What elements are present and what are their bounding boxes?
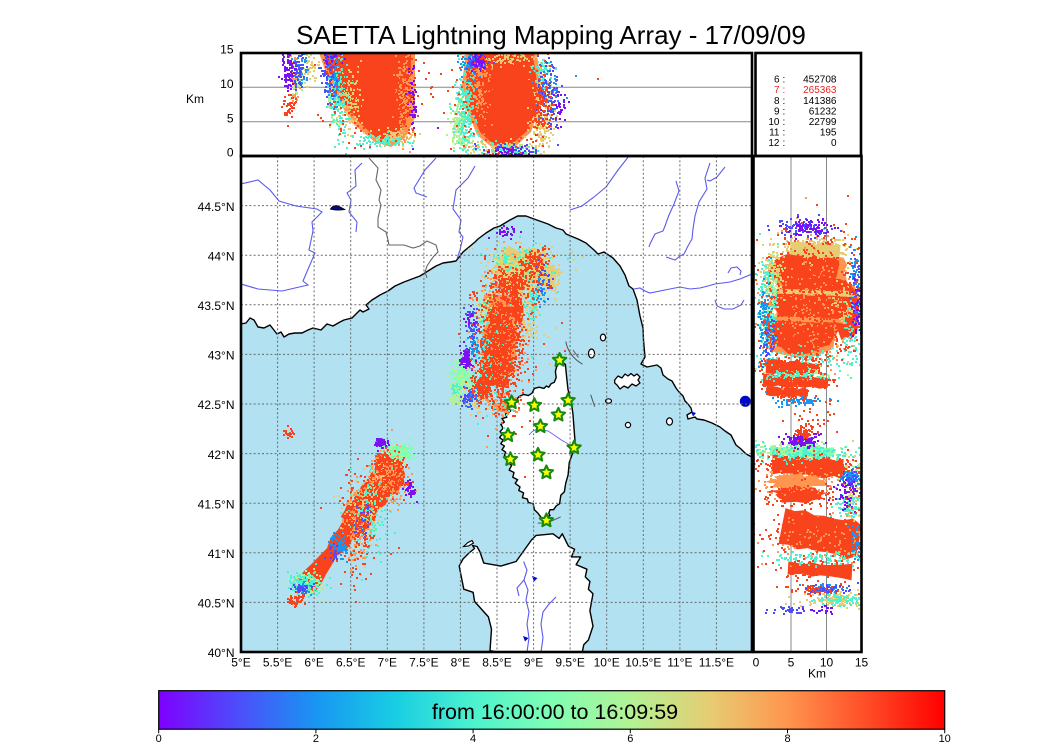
svg-text:10: 10	[220, 77, 234, 91]
svg-text:5.5°E: 5.5°E	[263, 656, 292, 670]
svg-text:10: 10	[939, 733, 951, 745]
svg-text:11°E: 11°E	[667, 656, 692, 670]
svg-text:22799: 22799	[809, 117, 837, 128]
svg-text:Km: Km	[186, 92, 204, 106]
svg-text:41°N: 41°N	[208, 547, 235, 561]
svg-text:0: 0	[227, 146, 234, 160]
svg-text:42.5°N: 42.5°N	[198, 398, 235, 412]
svg-text:44.5°N: 44.5°N	[198, 200, 235, 214]
svg-text:40°N: 40°N	[208, 646, 235, 660]
svg-text:10: 10	[768, 117, 780, 128]
svg-text:15: 15	[220, 43, 234, 57]
svg-text:195: 195	[820, 127, 837, 138]
svg-text:6.5°E: 6.5°E	[336, 656, 365, 670]
svg-text:0: 0	[753, 656, 760, 670]
svg-text:10°E: 10°E	[594, 656, 620, 670]
svg-text:8: 8	[784, 733, 790, 745]
svg-text::: :	[783, 117, 786, 128]
svg-text:10.5°E: 10.5°E	[625, 656, 661, 670]
svg-text:8: 8	[774, 96, 780, 107]
svg-text::: :	[783, 96, 786, 107]
svg-text::: :	[783, 127, 786, 138]
svg-text:43°N: 43°N	[208, 349, 235, 363]
svg-text:11: 11	[769, 127, 780, 138]
svg-text:8.5°E: 8.5°E	[482, 656, 511, 670]
svg-text:44°N: 44°N	[208, 249, 235, 263]
svg-text:12: 12	[768, 138, 780, 149]
svg-text:4: 4	[470, 733, 476, 745]
svg-text:6°E: 6°E	[304, 656, 323, 670]
svg-text:452708: 452708	[803, 75, 837, 86]
svg-text:SAETTA Lightning Mapping Array: SAETTA Lightning Mapping Array - 17/09/0…	[296, 20, 806, 50]
svg-text::: :	[783, 107, 786, 118]
svg-text:10: 10	[820, 656, 834, 670]
svg-text:5: 5	[788, 656, 795, 670]
svg-text:61232: 61232	[809, 107, 837, 118]
svg-text:5: 5	[227, 111, 234, 125]
svg-text:41.5°N: 41.5°N	[198, 497, 235, 511]
svg-text:9°E: 9°E	[524, 656, 543, 670]
svg-text::: :	[783, 75, 786, 86]
svg-text:141386: 141386	[803, 96, 837, 107]
svg-text:265363: 265363	[803, 85, 837, 96]
svg-text:9.5°E: 9.5°E	[555, 656, 584, 670]
svg-text:6: 6	[774, 75, 780, 86]
svg-text:15: 15	[855, 656, 869, 670]
svg-text:40.5°N: 40.5°N	[198, 597, 235, 611]
svg-text:7°E: 7°E	[378, 656, 397, 670]
svg-text:5°E: 5°E	[231, 656, 250, 670]
svg-text:42°N: 42°N	[208, 448, 235, 462]
svg-text:8°E: 8°E	[451, 656, 470, 670]
svg-text:7.5°E: 7.5°E	[409, 656, 438, 670]
svg-text:2: 2	[313, 733, 319, 745]
svg-text:0: 0	[831, 138, 837, 149]
svg-text::: :	[783, 85, 786, 96]
svg-text:11.5°E: 11.5°E	[699, 656, 734, 670]
svg-text:9: 9	[774, 107, 780, 118]
svg-text:6: 6	[627, 733, 633, 745]
svg-text:Km: Km	[808, 667, 826, 681]
svg-text:0: 0	[156, 733, 162, 745]
svg-text:43.5°N: 43.5°N	[198, 299, 235, 313]
svg-text::: :	[783, 138, 786, 149]
svg-text:7: 7	[774, 85, 780, 96]
svg-text:from 16:00:00 to 16:09:59: from 16:00:00 to 16:09:59	[432, 700, 678, 724]
